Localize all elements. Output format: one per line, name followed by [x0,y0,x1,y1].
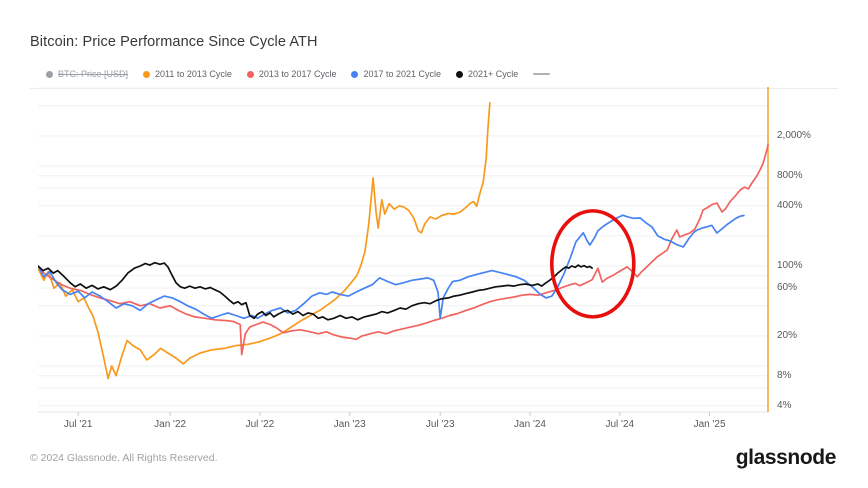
series-line-2013-to-2017-cycle [38,143,769,356]
legend-dash-icon [533,73,551,75]
highlight-circle-annotation [549,209,636,319]
legend-dot-icon [246,70,254,78]
x-axis-label: Jan '22 [154,419,187,430]
legend-item-hidden-series[interactable] [533,73,551,75]
series-line-2021-cycle [38,261,593,321]
x-axis-label: Jul '24 [605,419,635,430]
legend-dot-icon [46,70,53,78]
legend: BTC: Price [USD] 2011 to 2013 Cycle 2013 t… [46,69,551,79]
chart-title: Bitcoin: Price Performance Since Cycle A… [30,34,318,50]
legend-dot-icon [351,70,359,78]
x-axis-label: Jul '23 [425,419,455,430]
legend-item-2011-to-2013-cycle[interactable]: 2011 to 2013 Cycle [143,69,232,79]
glassnode-logo: glassnode [735,446,837,469]
legend-item-label: BTC: Price [USD] [58,69,129,79]
y-axis-label: 20% [777,329,798,341]
legend-item-2013-to-2017-cycle[interactable]: 2013 to 2017 Cycle [246,69,337,79]
y-axis-label: 100% [777,260,803,271]
legend-item-2021-cycle[interactable]: 2021+ Cycle [456,69,518,79]
footer-copyright: © 2024 Glassnode. All Rights Reserved. [30,452,218,464]
series-line-2017-to-2021-cycle [38,214,745,320]
x-axis-label: Jul '21 [63,419,93,430]
x-axis-label: Jul '22 [245,419,275,430]
legend-item-label: 2021+ Cycle [468,69,519,79]
legend-item-btc-price-usd-[interactable]: BTC: Price [USD] [46,69,128,79]
legend-item-label: 2011 to 2013 Cycle [155,69,232,79]
y-axis-label: 400% [777,199,803,211]
x-axis-label: Jan '25 [693,419,726,430]
y-axis-label: 2,000% [777,129,811,141]
y-axis-label: 8% [777,369,792,381]
legend-item-label: 2017 to 2021 Cycle [363,69,442,79]
y-axis-label: 800% [777,169,803,181]
y-axis-label: 4% [777,399,792,411]
legend-item-label: 2013 to 2017 Cycle [258,69,337,79]
series-line-2011-to-2013-cycle [38,101,491,380]
x-axis-label: Jan '23 [333,419,366,430]
x-axis-label: Jan '24 [514,419,546,430]
legend-item-2017-to-2021-cycle[interactable]: 2017 to 2021 Cycle [351,69,441,79]
legend-dot-icon [456,70,464,78]
legend-dot-icon [143,70,151,78]
y-axis-label: 60% [777,282,798,294]
